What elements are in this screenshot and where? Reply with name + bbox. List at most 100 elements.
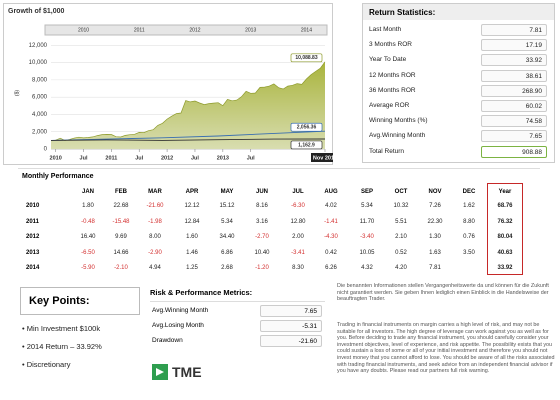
month-return: -1.98 [148,218,162,225]
stat-label: Winning Months (%) [369,117,428,125]
month-return: 3.50 [463,249,475,256]
month-return: -6.30 [291,203,305,209]
stat-label: Total Return [369,147,405,155]
month-return: 1.62 [463,203,475,209]
month-return: -2.90 [148,249,162,256]
logo-glyph [156,368,164,376]
month-return: -1.41 [324,218,338,225]
end-label: 1,162.9 [298,142,315,148]
month-return: 6.26 [325,265,337,271]
month-return: 4.94 [149,265,161,271]
month-header: DEC [462,189,476,195]
y-tick-label: 2,000 [32,129,48,135]
stat-label: 12 Months ROR [369,71,416,79]
navigator-label: 2013 [245,27,256,33]
row-year: 2010 [26,203,40,209]
month-return: 22.68 [113,203,129,209]
month-return: 4.32 [361,265,373,271]
line [50,138,326,141]
x-tick-label: 2011 [105,155,117,161]
month-return: 2.68 [221,265,233,271]
month-return: 22.30 [427,218,443,225]
month-return: 4.02 [325,203,337,209]
risk-label: Avg.Winning Month [152,307,209,314]
x-tick-highlight [311,153,333,162]
month-return: -3.41 [291,249,305,256]
y-tick-label: 8,000 [32,77,48,83]
risk-label: Drawdown [152,337,183,344]
stat-label: Avg.Winning Month [369,132,426,140]
end-label: 10,088.83 [295,55,317,61]
month-return: 16.40 [80,234,96,240]
end-label-box [290,140,323,150]
stat-value: 7.81 [481,24,547,36]
stat-value: 60.02 [481,100,547,112]
risk-label: Avg.Losing Month [152,322,204,329]
month-return: -3.40 [360,234,374,240]
growth-chart: Growth of $1,000 ($) 0 2,000 4,000 6,000 8,0… [3,3,333,165]
stat-label: Average ROR [369,102,410,109]
month-return: 1.46 [186,249,198,256]
x-tick-label: Jul [191,155,199,161]
month-header: JUN [255,189,268,195]
month-return: 12.84 [184,218,200,225]
year-col-box [487,183,523,275]
stat-value: 33.92 [481,54,547,67]
key-point: Discretionary [22,360,71,369]
month-return: 0.42 [325,249,337,256]
month-return: 34.40 [219,234,235,240]
month-return: -4.30 [324,234,338,240]
month-return: 1.80 [82,203,94,209]
key-point: Min Investment $100k [22,324,100,333]
stat-label: 3 Months ROR [369,41,412,49]
month-return: 10.32 [393,203,409,209]
x-tick-label: Jul [247,155,255,161]
row-year: 2012 [26,234,40,240]
month-return: 8.16 [256,203,268,209]
month-header: MAR [148,189,162,195]
logo-text: TME [172,364,202,380]
x-tick-label: 2012 [161,155,173,161]
month-return: 0.52 [395,249,407,256]
navigator-label: 2011 [134,27,145,33]
y-tick-label: 0 [44,147,48,153]
stat-value: 38.61 [481,69,547,82]
month-return: 2.10 [395,234,407,240]
end-label-box [290,122,323,132]
month-return: 6.86 [221,249,233,256]
return-stats-panel: Return Statistics: Last Month 7.81 3 Months… [362,3,555,163]
row-year: 2014 [26,265,40,271]
end-label: 2,056.36 [297,125,317,131]
month-return: 4.20 [395,265,407,271]
risk-value: -21.60 [260,335,322,347]
navigator-label: 2010 [78,27,89,33]
month-header: JUL [292,189,304,195]
monthly-panel: Monthly Performance JAN FEB MAR APR MAY JUN JUL… [18,168,540,277]
monthly-title: Monthly Performance [22,173,94,180]
end-label-box [290,53,323,63]
risk-value: 7.65 [260,305,322,317]
month-return: 7.81 [429,265,441,271]
x-tick-label: Jul [135,155,143,161]
month-return: -5.90 [81,265,95,271]
y-tick-label: 12,000 [29,43,48,49]
month-header: AUG [324,189,338,195]
month-return: 12.12 [184,203,200,209]
stat-value: 908.88 [481,145,547,158]
stat-value: 74.58 [481,115,547,128]
key-points-title: Key Points: [20,287,140,315]
y-tick-label: 10,000 [29,60,48,66]
year-return: 33.92 [497,265,513,271]
x-tick-label: 2013 [217,155,229,161]
x-tick-label: 2010 [50,155,62,161]
month-return: 1.63 [429,249,441,256]
return-stats-title: Return Statistics: [363,4,554,20]
month-return: 5.34 [221,218,233,225]
x-tick-label: Jul [80,155,88,161]
month-header: MAY [220,189,234,195]
line [50,130,326,141]
month-return: -0.48 [81,218,95,225]
month-return: 8.80 [463,218,475,225]
stat-label: 36 Months ROR [369,86,416,94]
